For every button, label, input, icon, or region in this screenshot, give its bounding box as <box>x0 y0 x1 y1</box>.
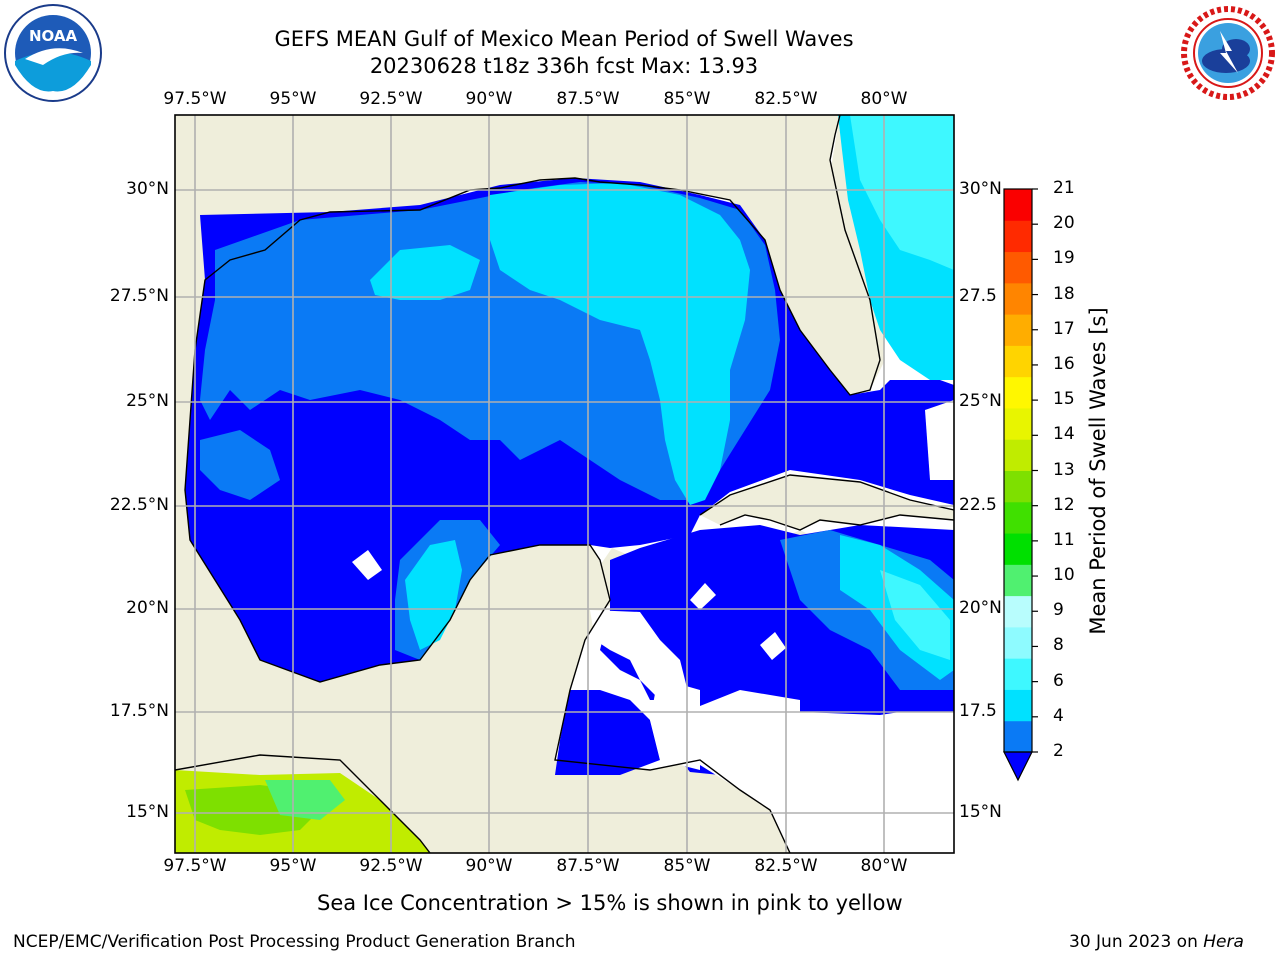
colorbar-label: 9 <box>1053 600 1064 621</box>
footer-date: 30 Jun 2023 on Hera <box>1069 932 1244 952</box>
colorbar-label: 8 <box>1053 635 1064 656</box>
chart-title-line1: GEFS MEAN Gulf of Mexico Mean Period of … <box>274 27 854 51</box>
lat-tick-left: 15°N <box>126 802 169 822</box>
colorbar-label: 14 <box>1053 424 1075 445</box>
noaa-logo-text: NOAA <box>29 27 78 45</box>
lon-tick-bottom: 87.5°W <box>556 856 620 876</box>
colorbar-label: 4 <box>1053 705 1064 726</box>
lat-tick-right: 25°N <box>959 391 1002 411</box>
colorbar-label: 21 <box>1053 178 1075 198</box>
lon-tick-bottom: 95°W <box>269 856 317 876</box>
colorbar-segment <box>1004 407 1032 440</box>
colorbar-segment <box>1004 314 1032 346</box>
lat-tick-right: 27.5 <box>959 286 997 306</box>
nws-logo <box>1178 3 1278 103</box>
colorbar-segment <box>1004 658 1032 690</box>
lon-tick-bottom: 90°W <box>465 856 513 876</box>
footer-credit: NCEP/EMC/Verification Post Processing Pr… <box>13 932 576 952</box>
lon-tick-bottom: 82.5°W <box>754 856 818 876</box>
lat-tick-left: 17.5°N <box>109 701 169 721</box>
colorbar-segment <box>1004 501 1032 534</box>
colorbar-label: 18 <box>1053 283 1075 304</box>
map-frame <box>174 114 955 854</box>
coastlines <box>175 115 954 853</box>
colorbar <box>1003 188 1038 782</box>
lat-tick-right: 20°N <box>959 598 1002 618</box>
noaa-logo: NOAA <box>3 3 103 103</box>
lat-tick-left: 30°N <box>126 179 169 199</box>
lon-tick-bottom: 92.5°W <box>359 856 423 876</box>
chart-title-line2: 20230628 t18z 336h fcst Max: 13.93 <box>369 54 759 78</box>
colorbar-segment <box>1004 189 1032 221</box>
colorbar-label: 15 <box>1053 389 1075 410</box>
colorbar-label: 6 <box>1053 670 1064 691</box>
lon-tick-top: 95°W <box>269 89 317 109</box>
colorbar-label: 19 <box>1053 248 1075 269</box>
lon-tick-bottom: 85°W <box>663 856 711 876</box>
lat-tick-left: 27.5°N <box>109 286 169 306</box>
colorbar-segment <box>1004 470 1032 503</box>
gridlines <box>175 115 954 853</box>
lon-tick-top: 87.5°W <box>556 89 620 109</box>
colorbar-segment <box>1004 345 1032 378</box>
colorbar-label: 10 <box>1053 565 1075 586</box>
colorbar-label: 11 <box>1053 529 1075 550</box>
colorbar-label: 2 <box>1053 741 1064 761</box>
colorbar-segment <box>1004 376 1032 409</box>
colorbar-label: 12 <box>1053 494 1075 515</box>
colorbar-segment <box>1004 689 1032 722</box>
lon-tick-bottom: 80°W <box>860 856 908 876</box>
lat-tick-right: 22.5 <box>959 495 997 515</box>
lat-tick-left: 20°N <box>126 598 169 618</box>
colorbar-segment <box>1004 220 1032 253</box>
colorbar-segment <box>1004 564 1032 597</box>
lon-tick-top: 85°W <box>663 89 711 109</box>
footer-machine: Hera <box>1203 932 1244 952</box>
lon-tick-top: 80°W <box>860 89 908 109</box>
lat-tick-left: 25°N <box>126 391 169 411</box>
colorbar-segment <box>1004 533 1032 565</box>
colorbar-segment <box>1004 439 1032 471</box>
pacific-field <box>175 770 430 853</box>
colorbar-segment <box>1004 720 1032 753</box>
lon-tick-bottom: 97.5°W <box>163 856 227 876</box>
lon-tick-top: 90°W <box>465 89 513 109</box>
colorbar-segment <box>1004 626 1032 659</box>
lon-tick-top: 97.5°W <box>163 89 227 109</box>
colorbar-title: Mean Period of Swell Waves [s] <box>1086 307 1110 635</box>
colorbar-segment <box>1004 595 1032 628</box>
lat-tick-right: 15°N <box>959 802 1002 822</box>
lat-tick-right: 17.5 <box>959 701 997 721</box>
colorbar-segment <box>1004 251 1032 284</box>
colorbar-label: 16 <box>1053 353 1075 374</box>
swell-field <box>185 115 954 853</box>
colorbar-extend-triangle <box>1003 751 1033 782</box>
lat-tick-right: 30°N <box>959 179 1002 199</box>
lon-tick-top: 82.5°W <box>754 89 818 109</box>
colorbar-label: 13 <box>1053 459 1075 480</box>
sea-ice-note: Sea Ice Concentration > 15% is shown in … <box>317 891 903 915</box>
footer-date-text: 30 Jun 2023 on <box>1069 932 1204 952</box>
colorbar-segment <box>1004 282 1032 315</box>
colorbar-label: 17 <box>1053 318 1075 339</box>
colorbar-label: 20 <box>1053 213 1075 234</box>
lon-tick-top: 92.5°W <box>359 89 423 109</box>
lat-tick-left: 22.5°N <box>109 495 169 515</box>
